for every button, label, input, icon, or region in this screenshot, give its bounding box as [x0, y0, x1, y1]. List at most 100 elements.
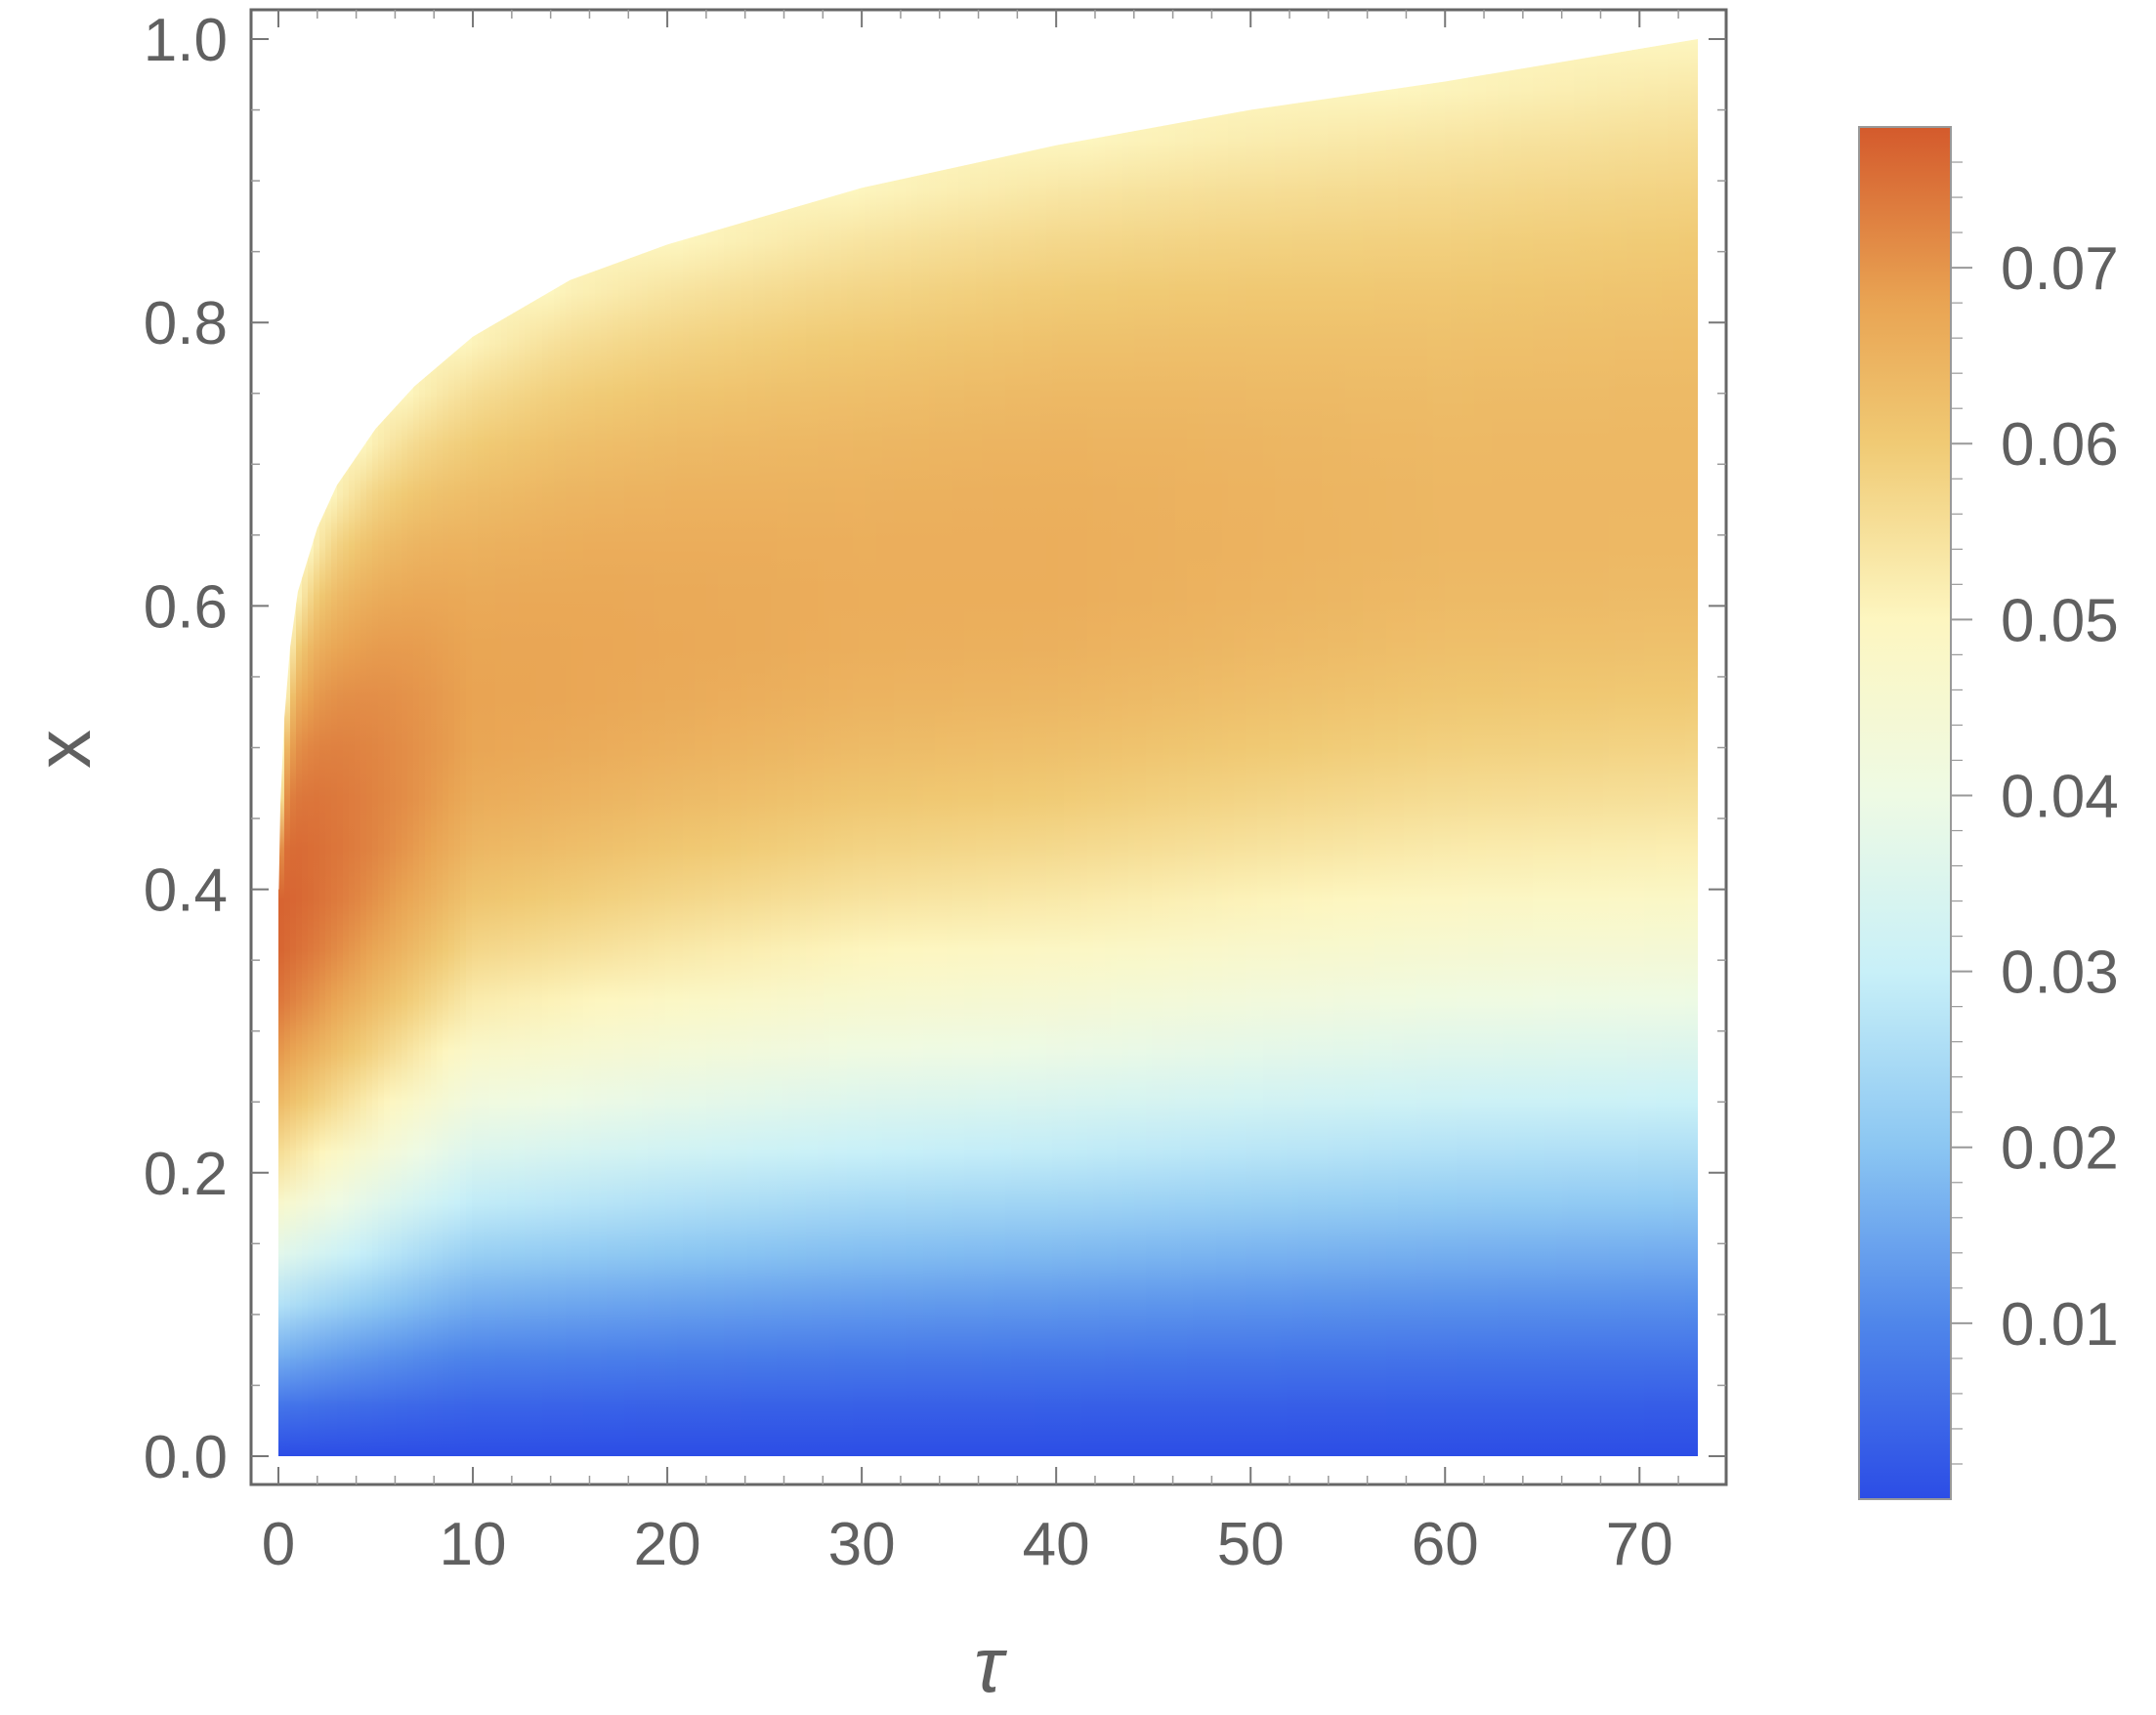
- x-tick-label: 20: [634, 1511, 701, 1578]
- heatmap-strip: [1111, 39, 1118, 1456]
- heatmap-strip: [1292, 39, 1299, 1456]
- heatmap-strip: [1093, 39, 1100, 1456]
- heatmap-strip: [466, 39, 473, 1456]
- heatmap-strip: [1140, 39, 1147, 1456]
- heatmap-strip: [366, 39, 373, 1456]
- heatmap-strip: [759, 39, 766, 1456]
- frame-ticks: [251, 10, 1726, 1485]
- heatmap-strip: [384, 39, 391, 1456]
- heatmap-strip: [1310, 39, 1317, 1456]
- y-tick-label: 0.6: [144, 573, 228, 641]
- heatmap-strip: [349, 39, 356, 1456]
- heatmap-strip: [1650, 39, 1657, 1456]
- heatmap-strip: [571, 39, 578, 1456]
- colorbar-tick-label: 0.05: [2001, 587, 2119, 654]
- x-tick-label: 40: [1023, 1511, 1090, 1578]
- x-tick-label: 50: [1217, 1511, 1285, 1578]
- heatmap-strip: [1421, 39, 1428, 1456]
- heatmap-strip: [1234, 39, 1241, 1456]
- heatmap-strip: [841, 39, 848, 1456]
- heatmap-strip: [1498, 39, 1504, 1456]
- heatmap-strip: [589, 39, 596, 1456]
- heatmap-strip: [1632, 39, 1639, 1456]
- heatmap-strip: [402, 39, 408, 1456]
- heatmap-strip: [689, 39, 696, 1456]
- heatmap-strip: [1328, 39, 1334, 1456]
- heatmap-strip: [818, 39, 824, 1456]
- heatmap-strip: [566, 39, 572, 1456]
- heatmap-strip: [800, 39, 807, 1456]
- heatmap-strip: [1251, 39, 1258, 1456]
- heatmap-strip: [1621, 39, 1628, 1456]
- heatmap-strip: [548, 39, 555, 1456]
- heatmap-strip: [618, 39, 625, 1456]
- heatmap-strip: [964, 39, 971, 1456]
- colorbar-gradient: [1859, 127, 1951, 1499]
- heatmap-strip: [747, 39, 754, 1456]
- heatmap-strip: [1205, 39, 1211, 1456]
- heatmap-strip: [1169, 39, 1176, 1456]
- heatmap-strip: [794, 39, 801, 1456]
- heatmap-strip: [1339, 39, 1346, 1456]
- heatmap-strip: [1627, 39, 1633, 1456]
- heatmap-strip: [1199, 39, 1205, 1456]
- heatmap-strip: [437, 39, 444, 1456]
- heatmap-strip: [659, 39, 666, 1456]
- heatmap-strip: [413, 39, 420, 1456]
- heatmap-strip: [390, 39, 397, 1456]
- heatmap-strip: [1105, 39, 1112, 1456]
- x-tick-label: 70: [1606, 1511, 1673, 1578]
- heatmap-strip: [577, 39, 584, 1456]
- heatmap-strip: [319, 39, 326, 1456]
- heatmap-strip: [1615, 39, 1622, 1456]
- heatmap-strip: [1122, 39, 1129, 1456]
- colorbar-fill: [1859, 127, 1951, 1499]
- heatmap-strip: [1515, 39, 1522, 1456]
- heatmap-strip: [1175, 39, 1182, 1456]
- heatmap-strip: [806, 39, 813, 1456]
- heatmap-strip: [853, 39, 860, 1456]
- heatmap-strip: [870, 39, 877, 1456]
- heatmap-strip: [706, 39, 713, 1456]
- heatmap-strip: [929, 39, 936, 1456]
- heatmap-strip: [1128, 39, 1135, 1456]
- heatmap-strip: [536, 39, 543, 1456]
- heatmap-strip: [1550, 39, 1557, 1456]
- heatmap-strip: [1568, 39, 1575, 1456]
- heatmap-strip: [419, 39, 426, 1456]
- heatmap-strip: [859, 39, 866, 1456]
- heatmap-strip: [911, 39, 918, 1456]
- heatmap-strip: [1146, 39, 1153, 1456]
- colorbar-tick-label: 0.07: [2001, 235, 2119, 303]
- heatmap-strip: [1011, 39, 1018, 1456]
- heatmap-strip: [947, 39, 953, 1456]
- heatmap-strip: [396, 39, 402, 1456]
- heatmap-strip: [630, 39, 637, 1456]
- heatmap-strip: [1562, 39, 1569, 1456]
- heatmap-strip: [1117, 39, 1123, 1456]
- heatmap-strip: [425, 39, 432, 1456]
- heatmap-strip: [372, 39, 379, 1456]
- heatmap-strip: [1070, 39, 1077, 1456]
- heatmap-strip: [1357, 39, 1364, 1456]
- heatmap-strip: [1298, 39, 1305, 1456]
- heatmap-strip: [1451, 39, 1458, 1456]
- x-tick-labels: 0 10 20 30 40 50 60 70: [262, 1511, 1673, 1578]
- heatmap-strip: [331, 39, 338, 1456]
- heatmap-strip: [1673, 39, 1680, 1456]
- heatmap-strip: [724, 39, 731, 1456]
- heatmap-strip: [1281, 39, 1288, 1456]
- heatmap-strip: [654, 39, 660, 1456]
- heatmap-strip: [314, 39, 320, 1456]
- heatmap-strip: [302, 39, 309, 1456]
- heatmap-strip: [495, 39, 502, 1456]
- heatmap-strip: [917, 39, 924, 1456]
- heatmap-strip: [1685, 39, 1692, 1456]
- heatmap-strip: [695, 39, 701, 1456]
- heatmap-strip: [1603, 39, 1610, 1456]
- heatmap-strip: [407, 39, 414, 1456]
- heatmap-strip: [1410, 39, 1416, 1456]
- heatmap-strip: [1363, 39, 1370, 1456]
- heatmap-strip: [1585, 39, 1592, 1456]
- heatmap-strip: [835, 39, 842, 1456]
